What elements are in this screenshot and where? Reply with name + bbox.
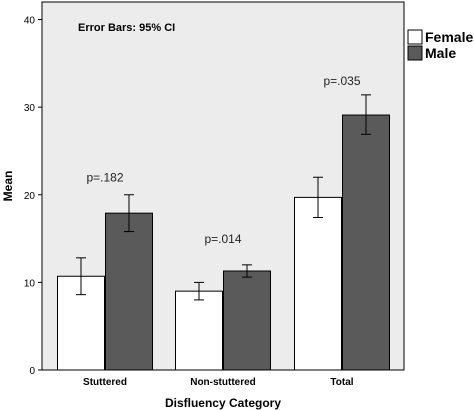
bar-female [57,275,105,371]
y-tick-label: 30 [24,103,36,114]
category-label: Total [330,377,353,388]
y-tick-label: 0 [29,366,35,377]
x-axis-title: Disfluency Category [165,396,281,410]
bar-female [294,196,342,371]
legend: Female Male [407,29,473,61]
p-value-label: p=.182 [86,171,123,185]
legend-label-male: Male [425,45,456,61]
y-axis-title: Mean [1,171,15,202]
bar-male [342,114,390,371]
p-value-label: p=.035 [323,74,360,88]
category-label: Non-stuttered [190,377,256,388]
y-tick-label: 10 [24,278,36,289]
p-value-label: p=.014 [204,232,241,246]
legend-swatch-female [407,29,423,45]
bar-female [175,290,223,371]
legend-label-female: Female [425,29,473,45]
bar-male [223,270,271,371]
y-tick-label: 20 [24,191,36,202]
legend-swatch-male [407,45,423,61]
error-bars-note: Error Bars: 95% CI [78,22,175,34]
category-label: Stuttered [83,377,127,388]
bar-male [105,212,153,371]
y-tick-label: 40 [24,16,36,27]
